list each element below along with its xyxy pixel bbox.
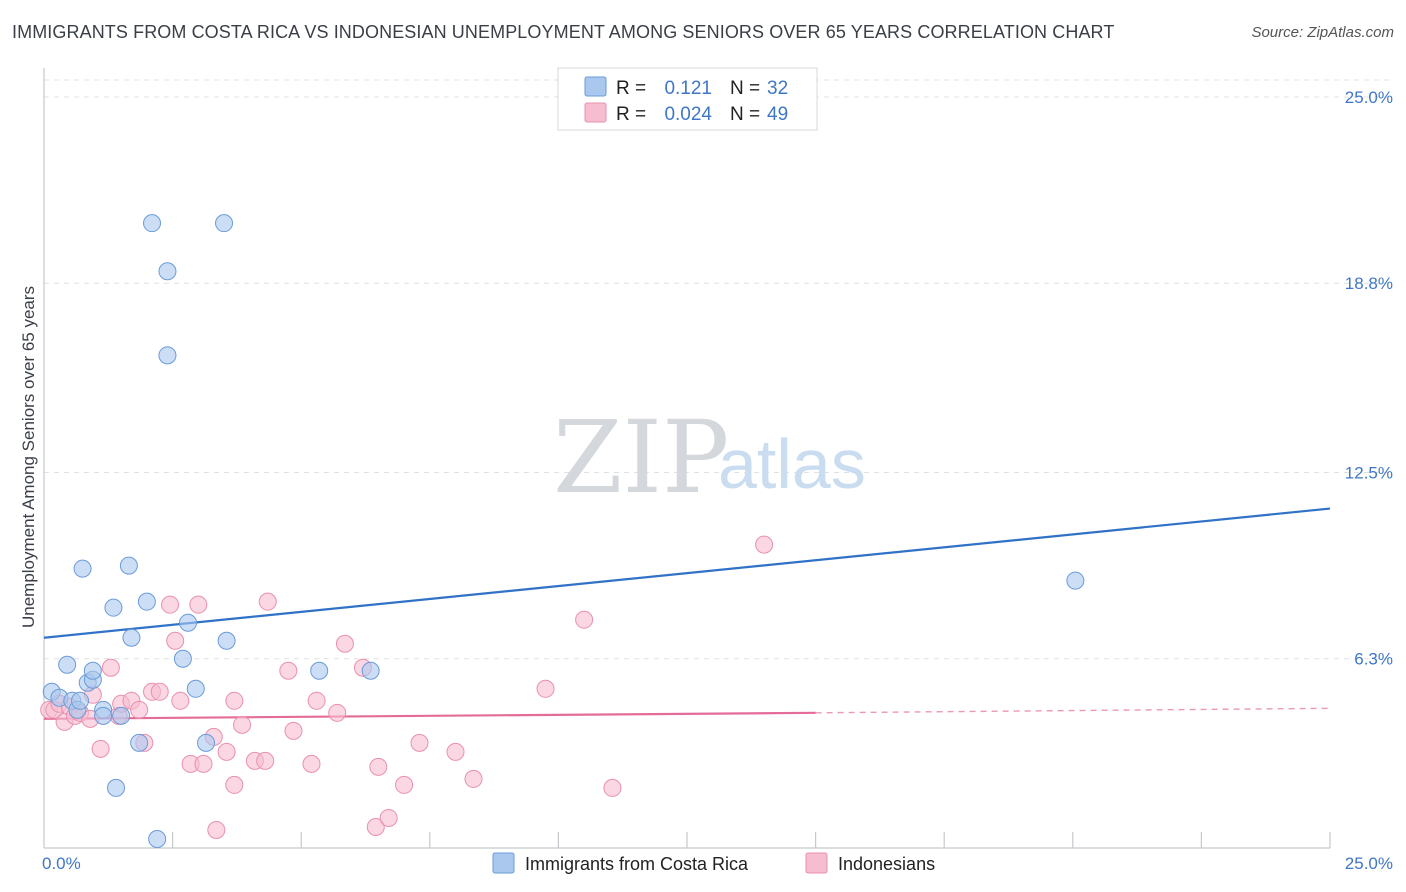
data-point-indonesians — [225, 691, 244, 710]
y-tick-label: 18.8% — [1345, 274, 1393, 293]
data-point-indonesians — [225, 775, 244, 794]
data-point-costa-rica — [107, 778, 126, 797]
data-point-indonesians — [755, 535, 774, 554]
data-point-indonesians — [91, 739, 110, 758]
data-point-indonesians — [150, 682, 169, 701]
data-point-costa-rica — [137, 592, 156, 611]
data-point-costa-rica — [158, 262, 177, 281]
trend-line-indonesians-extension — [815, 707, 1331, 714]
x-tick-label: 25.0% — [1345, 854, 1393, 873]
y-tick-labels: 6.3% 12.5% 18.8% 25.0% — [1345, 88, 1393, 669]
legend-r-label-1: R = — [616, 78, 646, 99]
source-label: Source: ZipAtlas.com — [1251, 24, 1394, 41]
data-point-costa-rica — [215, 214, 234, 233]
data-point-costa-rica — [217, 631, 236, 650]
watermark-zip: ZIP — [553, 399, 729, 516]
data-point-indonesians — [233, 715, 252, 734]
data-point-costa-rica — [186, 679, 205, 698]
points-indonesians — [40, 535, 774, 839]
bottom-legend-swatch-pink — [805, 852, 828, 874]
series-legend: Immigrants from Costa Rica Indonesians — [492, 852, 935, 874]
legend-n-label-2: N = — [730, 104, 760, 125]
data-point-costa-rica — [71, 691, 90, 710]
data-point-indonesians — [217, 742, 236, 761]
watermark: ZIP atlas — [553, 399, 866, 516]
bottom-legend-swatch-blue — [492, 852, 515, 874]
data-point-costa-rica — [143, 214, 162, 233]
data-point-costa-rica — [1066, 571, 1085, 590]
data-point-costa-rica — [83, 661, 102, 680]
data-point-costa-rica — [158, 346, 177, 365]
x-tick-label: 0.0% — [42, 854, 81, 873]
data-point-indonesians — [464, 769, 483, 788]
data-point-indonesians — [101, 658, 120, 677]
trend-lines — [43, 507, 1331, 720]
legend-r-value-2: 0.024 — [664, 104, 712, 125]
trend-line-indonesians — [43, 711, 816, 720]
chart-title: IMMIGRANTS FROM COSTA RICA VS INDONESIAN… — [12, 22, 1115, 42]
data-point-costa-rica — [179, 613, 198, 632]
data-point-indonesians — [366, 817, 385, 836]
data-point-costa-rica — [361, 661, 380, 680]
data-point-costa-rica — [148, 829, 167, 848]
bottom-legend-label-2: Indonesians — [838, 854, 935, 874]
data-point-indonesians — [166, 631, 185, 650]
data-point-costa-rica — [119, 556, 138, 575]
data-point-costa-rica — [122, 628, 141, 647]
data-point-costa-rica — [130, 733, 149, 752]
data-point-indonesians — [194, 754, 213, 773]
gridlines — [44, 79, 1392, 660]
legend-swatch-blue — [584, 76, 607, 97]
y-tick-label: 12.5% — [1345, 464, 1393, 483]
legend-r-label-2: R = — [616, 104, 646, 125]
data-point-costa-rica — [94, 706, 113, 725]
data-point-indonesians — [369, 757, 388, 776]
data-point-indonesians — [189, 595, 208, 614]
data-point-costa-rica — [197, 733, 216, 752]
data-point-costa-rica — [58, 655, 77, 674]
data-point-costa-rica — [112, 706, 131, 725]
x-tick-labels: 0.0% 25.0% — [42, 854, 1393, 873]
legend-n-value-2: 49 — [767, 104, 788, 125]
y-tick-label: 25.0% — [1345, 88, 1393, 107]
data-point-costa-rica — [104, 598, 123, 617]
y-tick-label: 6.3% — [1354, 650, 1393, 669]
legend-n-label-1: N = — [730, 78, 760, 99]
data-point-costa-rica — [73, 559, 92, 578]
data-point-indonesians — [379, 808, 398, 827]
y-axis-label: Unemployment Among Seniors over 65 years — [19, 286, 38, 628]
data-point-indonesians — [258, 592, 277, 611]
data-point-indonesians — [256, 751, 275, 770]
data-point-indonesians — [161, 595, 180, 614]
data-point-indonesians — [410, 733, 429, 752]
data-point-costa-rica — [310, 661, 329, 680]
data-point-indonesians — [328, 703, 347, 722]
trend-line-costa-rica — [43, 507, 1331, 639]
data-point-costa-rica — [173, 649, 192, 668]
data-point-indonesians — [575, 610, 594, 629]
data-point-indonesians — [395, 775, 414, 794]
data-point-indonesians — [279, 661, 298, 680]
points-costa-rica — [42, 214, 1085, 848]
data-point-indonesians — [335, 634, 354, 653]
data-point-indonesians — [284, 721, 303, 740]
data-point-indonesians — [446, 742, 465, 761]
legend-r-value-1: 0.121 — [664, 78, 712, 99]
data-point-indonesians — [307, 691, 326, 710]
stats-legend: R = 0.121 N = 32 R = 0.024 N = 49 — [557, 67, 818, 131]
legend-swatch-pink — [584, 102, 607, 123]
data-point-indonesians — [536, 679, 555, 698]
watermark-atlas: atlas — [718, 425, 866, 503]
bottom-legend-label-1: Immigrants from Costa Rica — [525, 854, 749, 874]
legend-n-value-1: 32 — [767, 78, 788, 99]
data-point-indonesians — [207, 820, 226, 839]
data-point-indonesians — [302, 754, 321, 773]
data-point-indonesians — [130, 700, 149, 719]
data-point-indonesians — [171, 691, 190, 710]
data-point-indonesians — [603, 778, 622, 797]
